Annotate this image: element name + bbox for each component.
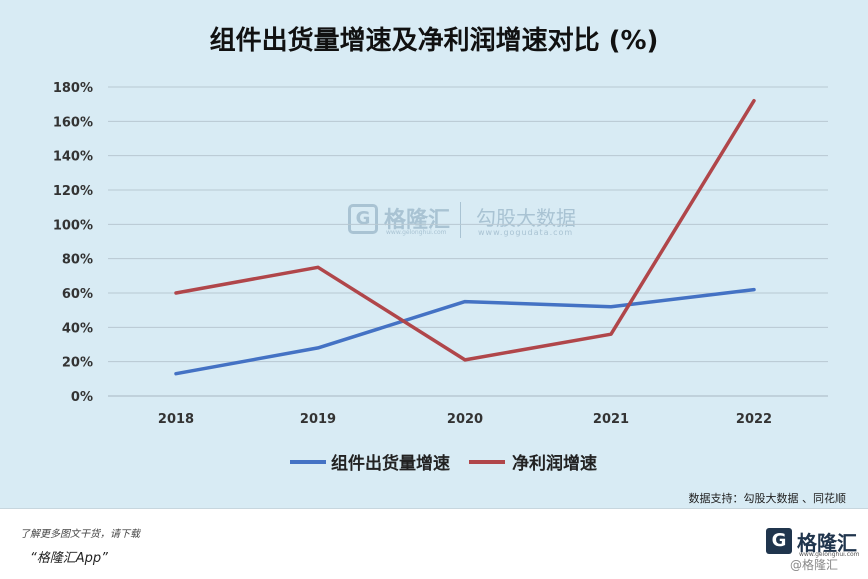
y-tick-label: 140%: [53, 150, 93, 165]
legend-label: 组件出货量增速: [331, 453, 450, 474]
footer-logo-text: 格隆汇: [797, 531, 857, 555]
watermark-cn: 勾股大数据: [476, 206, 576, 230]
y-tick-label: 180%: [53, 81, 93, 96]
watermark-url-1: www.gelonghui.com: [386, 229, 447, 236]
watermark-logo-icon: G: [348, 204, 378, 234]
x-tick-label: 2020: [447, 412, 483, 427]
y-tick-label: 120%: [53, 184, 93, 199]
gelonghui-logo-icon: G: [766, 528, 792, 554]
watermark-name: 格隆汇: [384, 208, 451, 233]
data-source: 数据支持：勾股大数据 、同花顺: [688, 492, 847, 505]
legend-label: 净利润增速: [512, 453, 597, 474]
brand-tag: @格隆汇: [790, 558, 839, 572]
footer-logo-url: www.gelonghui.com: [799, 551, 860, 558]
x-tick-label: 2021: [593, 412, 629, 427]
y-tick-label: 60%: [62, 287, 93, 302]
footer-divider: [0, 508, 868, 509]
y-tick-label: 160%: [53, 115, 93, 130]
footer-text: 了解更多图文干货，请下载: [20, 529, 140, 540]
watermark-url-2: www.gogudata.com: [478, 228, 574, 237]
y-tick-label: 100%: [53, 218, 93, 233]
series-line-2: [174, 98, 756, 362]
chart-title: 组件出货量增速及净利润增速对比 (%): [209, 26, 659, 56]
y-tick-label: 80%: [62, 253, 93, 268]
watermark-divider: [460, 202, 461, 238]
series-line-1: [174, 287, 756, 376]
y-tick-label: 40%: [62, 321, 93, 336]
x-tick-label: 2019: [300, 412, 336, 427]
y-tick-label: 0%: [71, 390, 93, 405]
x-tick-label: 2022: [736, 412, 772, 427]
footer-app-name: “格隆汇App”: [30, 551, 108, 566]
line-chart: 0% 20% 40% 60% 80% 100% 120% 140% 160% 180% 2018 20…: [53, 81, 828, 474]
chart-panel: [0, 0, 868, 508]
y-tick-label: 20%: [62, 356, 93, 371]
x-tick-label: 2018: [158, 412, 194, 427]
